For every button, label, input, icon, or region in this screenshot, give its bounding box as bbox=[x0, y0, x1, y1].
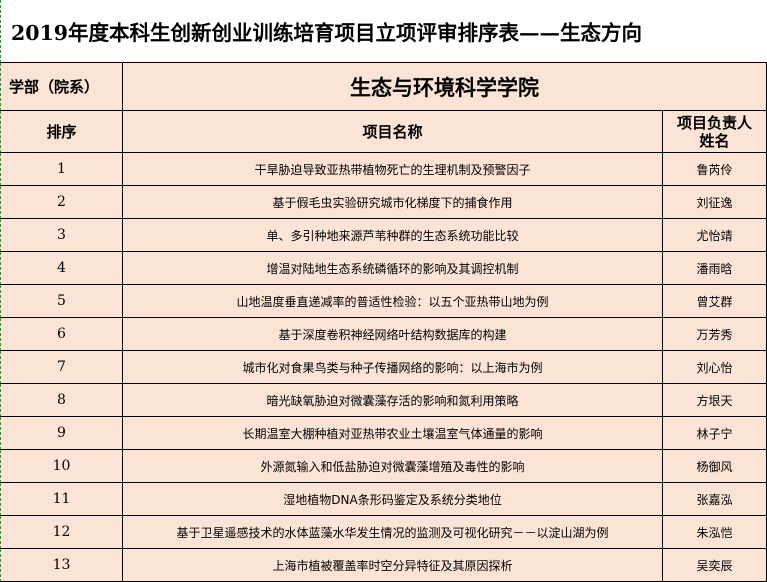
project-name: 暗光缺氧胁迫对微囊藻存活的影响和氮利用策略 bbox=[123, 384, 663, 417]
rank: 2 bbox=[0, 186, 123, 219]
column-header: 项目负责人姓名 bbox=[663, 111, 767, 153]
leader-name: 杨御风 bbox=[663, 450, 767, 483]
rank: 10 bbox=[0, 450, 123, 483]
project-name: 单、多引种地来源芦苇种群的生态系统功能比较 bbox=[123, 219, 663, 252]
project-name: 外源氮输入和低盐胁迫对微囊藻增殖及毒性的影响 bbox=[123, 450, 663, 483]
leader-name: 吴奕辰 bbox=[663, 549, 767, 582]
project-name: 山地温度垂直递减率的普适性检验：以五个亚热带山地为例 bbox=[123, 285, 663, 318]
leader-name: 刘心怡 bbox=[663, 351, 767, 384]
rank: 3 bbox=[0, 219, 123, 252]
rank: 4 bbox=[0, 252, 123, 285]
project-name: 基于卫星遥感技术的水体蓝藻水华发生情况的监测及可视化研究－－以淀山湖为例 bbox=[123, 516, 663, 549]
leader-name: 万芳秀 bbox=[663, 318, 767, 351]
rank: 1 bbox=[0, 153, 123, 186]
rank: 12 bbox=[0, 516, 123, 549]
leader-name: 朱泓恺 bbox=[663, 516, 767, 549]
project-name: 城市化对食果鸟类与种子传播网络的影响：以上海市为例 bbox=[123, 351, 663, 384]
column-header: 排序 bbox=[0, 111, 123, 153]
leader-name: 潘雨晗 bbox=[663, 252, 767, 285]
department-value: 生态与环境科学学院 bbox=[123, 63, 767, 111]
rank: 8 bbox=[0, 384, 123, 417]
rank: 5 bbox=[0, 285, 123, 318]
leader-name: 张嘉泓 bbox=[663, 483, 767, 516]
leader-name: 尤怡靖 bbox=[663, 219, 767, 252]
leader-name: 刘征逸 bbox=[663, 186, 767, 219]
project-name: 长期温室大棚种植对亚热带农业土壤温室气体通量的影响 bbox=[123, 417, 663, 450]
project-name: 基于深度卷积神经网络叶结构数据库的构建 bbox=[123, 318, 663, 351]
project-name: 增温对陆地生态系统磷循环的影响及其调控机制 bbox=[123, 252, 663, 285]
leader-name: 鲁芮伶 bbox=[663, 153, 767, 186]
project-name: 上海市植被覆盖率时空分异特征及其原因探析 bbox=[123, 549, 663, 582]
rank: 9 bbox=[0, 417, 123, 450]
department-label: 学部（院系） bbox=[0, 63, 123, 111]
leader-name: 曾艾群 bbox=[663, 285, 767, 318]
leader-name: 林子宁 bbox=[663, 417, 767, 450]
rank: 11 bbox=[0, 483, 123, 516]
leader-name: 方垠天 bbox=[663, 384, 767, 417]
column-header: 项目名称 bbox=[123, 111, 663, 153]
project-name: 基于假毛虫实验研究城市化梯度下的捕食作用 bbox=[123, 186, 663, 219]
rank: 7 bbox=[0, 351, 123, 384]
rank: 6 bbox=[0, 318, 123, 351]
project-name: 湿地植物DNA条形码鉴定及系统分类地位 bbox=[123, 483, 663, 516]
rank: 13 bbox=[0, 549, 123, 582]
page-title: 2019年度本科生创新创业训练培育项目立项评审排序表——生态方向 bbox=[0, 0, 767, 63]
project-name: 干旱胁迫导致亚热带植物死亡的生理机制及预警因子 bbox=[123, 153, 663, 186]
